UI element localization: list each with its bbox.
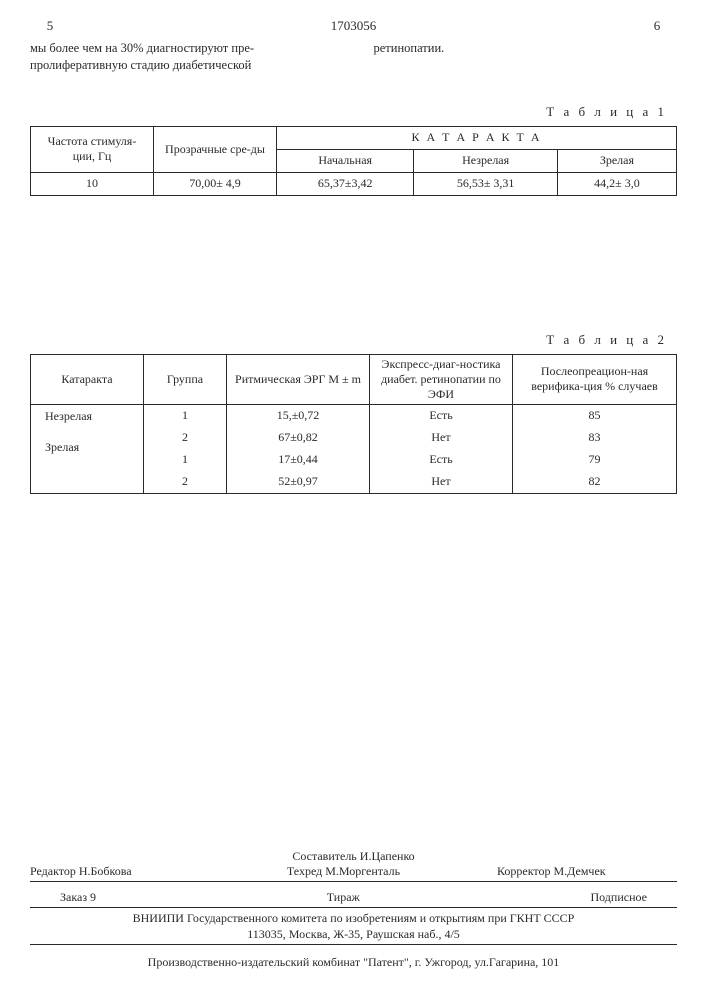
table2-row: Незрелая Зрелая 1 15,±0,72 Есть 85: [31, 404, 677, 427]
body-text-right: ретинопатии.: [374, 40, 678, 74]
body-text-left: мы более чем на 30% диагностируют пре-пр…: [30, 40, 334, 74]
table2-cat-1: Незрелая: [37, 409, 137, 424]
table1-cell-immature: 56,53± 3,31: [414, 172, 557, 195]
table2-label: Т а б л и ц а 2: [30, 332, 667, 348]
vniipi-block: ВНИИПИ Государственного комитета по изоб…: [30, 908, 677, 945]
table1-h-immature: Незрелая: [414, 149, 557, 172]
spacer: [30, 196, 677, 326]
table1: Частота стимуля-ции, Гц Прозрачные сре-д…: [30, 126, 677, 196]
tirazh: Тираж: [327, 890, 360, 905]
footer-block: Составитель И.Цапенко Редактор Н.Бобкова…: [30, 849, 677, 970]
table2-cat-2: Зрелая: [37, 440, 137, 455]
table2-cell: Нет: [370, 427, 513, 449]
body-text-columns: мы более чем на 30% диагностируют пре-пр…: [30, 40, 677, 74]
table2-h-erg: Ритмическая ЭРГ M ± m: [227, 354, 370, 404]
table1-h-initial: Начальная: [277, 149, 414, 172]
document-number: 1703056: [331, 18, 377, 34]
table1-h-freq: Частота стимуля-ции, Гц: [31, 126, 154, 172]
table1-row: 10 70,00± 4,9 65,37±3,42 56,53± 3,31 44,…: [31, 172, 677, 195]
techred-name: Техред М.Моргенталь: [190, 864, 497, 879]
table1-cell-clear: 70,00± 4,9: [154, 172, 277, 195]
table2-cat-column: Незрелая Зрелая: [31, 404, 144, 493]
header-row: 5 1703056 6: [30, 18, 677, 34]
table2-cell: 15,±0,72: [227, 404, 370, 427]
table1-h-mature: Зрелая: [557, 149, 676, 172]
table2-cell: Есть: [370, 449, 513, 471]
table2-cell: Нет: [370, 471, 513, 494]
table2-cell: 67±0,82: [227, 427, 370, 449]
page-col-right: 6: [637, 18, 677, 34]
table2-cell: 1: [144, 449, 227, 471]
table2-h-verify: Послеопреацион-ная верифика-ция % случае…: [513, 354, 677, 404]
vniipi-line1: ВНИИПИ Государственного комитета по изоб…: [30, 910, 677, 926]
order-number: Заказ 9: [60, 890, 96, 905]
table2-cell: 82: [513, 471, 677, 494]
table1-h-cataract: К А Т А Р А К Т А: [277, 126, 677, 149]
vniipi-line2: 113035, Москва, Ж-35, Раушская наб., 4/5: [30, 926, 677, 942]
editor-row: Редактор Н.Бобкова Техред М.Моргенталь К…: [30, 864, 677, 882]
table2-h-express: Экспресс-диаг-ностика диабет. ретинопати…: [370, 354, 513, 404]
table2-cell: 85: [513, 404, 677, 427]
corrector-name: Корректор М.Демчек: [497, 864, 677, 879]
page-col-left: 5: [30, 18, 70, 34]
table2-h-cataract: Катаракта: [31, 354, 144, 404]
order-line: Заказ 9 Тираж Подписное: [30, 888, 677, 908]
compiler-line: Составитель И.Цапенко: [30, 849, 677, 864]
table1-h-clear: Прозрачные сре-ды: [154, 126, 277, 172]
table2-cell: Есть: [370, 404, 513, 427]
table2-cell: 1: [144, 404, 227, 427]
table1-cell-mature: 44,2± 3,0: [557, 172, 676, 195]
table1-cell-initial: 65,37±3,42: [277, 172, 414, 195]
table2-cell: 79: [513, 449, 677, 471]
table2-cell: 17±0,44: [227, 449, 370, 471]
table2-cell: 2: [144, 471, 227, 494]
table2-cell: 52±0,97: [227, 471, 370, 494]
table2: Катаракта Группа Ритмическая ЭРГ M ± m Э…: [30, 354, 677, 494]
table2-h-group: Группа: [144, 354, 227, 404]
table1-cell-freq: 10: [31, 172, 154, 195]
table1-label: Т а б л и ц а 1: [30, 104, 667, 120]
table2-header-row: Катаракта Группа Ритмическая ЭРГ M ± m Э…: [31, 354, 677, 404]
bottom-publisher: Производственно-издательский комбинат "П…: [30, 945, 677, 970]
editor-name: Редактор Н.Бобкова: [30, 864, 190, 879]
table2-cell: 83: [513, 427, 677, 449]
table1-header-row: Частота стимуля-ции, Гц Прозрачные сре-д…: [31, 126, 677, 149]
table2-cell: 2: [144, 427, 227, 449]
subscription: Подписное: [590, 890, 647, 905]
page: 5 1703056 6 мы более чем на 30% диагност…: [0, 0, 707, 1000]
